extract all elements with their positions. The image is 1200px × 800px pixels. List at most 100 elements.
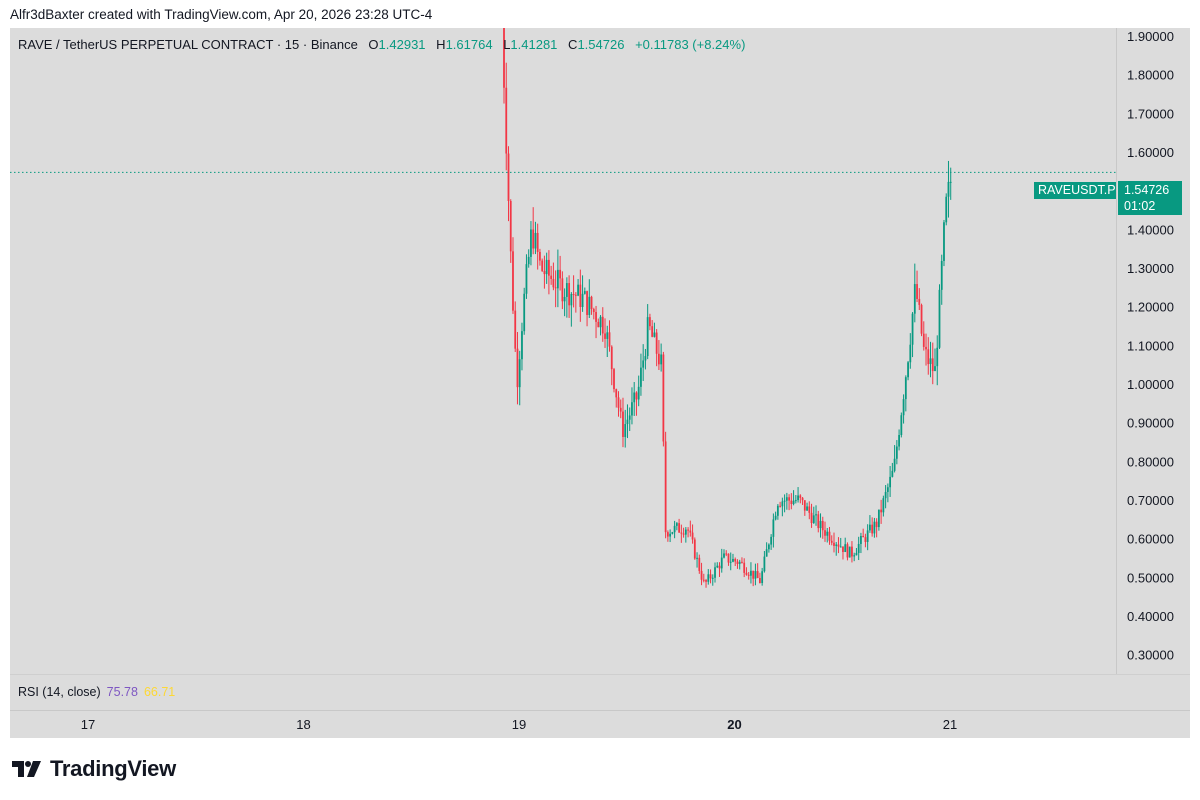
high-label: H xyxy=(436,37,446,52)
candle-body xyxy=(622,411,624,437)
candle-body xyxy=(806,506,808,511)
candle-body xyxy=(633,392,636,403)
candle-body xyxy=(700,570,703,580)
price-pane[interactable]: RAVE / TetherUS PERPETUAL CONTRACT · 15 … xyxy=(10,28,1116,674)
candle-body xyxy=(613,369,615,390)
candle-body xyxy=(711,577,714,579)
candle-body xyxy=(799,495,802,498)
tradingview-logo[interactable]: TradingView xyxy=(12,756,176,782)
candle-body xyxy=(895,446,898,459)
candle-body xyxy=(606,332,609,339)
candle-body xyxy=(624,424,627,437)
candle-body xyxy=(655,332,658,354)
candle-body xyxy=(837,544,840,547)
candle-body xyxy=(671,532,674,534)
candle-body xyxy=(875,521,878,528)
symbol-legend: RAVE / TetherUS PERPETUAL CONTRACT · 15 … xyxy=(18,37,752,52)
candle-body xyxy=(819,520,822,529)
price-axis[interactable]: 0.30000 0.40000 0.50000 0.60000 0.70000 0.800… xyxy=(1116,28,1190,674)
candles-group xyxy=(503,28,952,588)
candle-body xyxy=(772,519,775,537)
candle-body xyxy=(943,222,945,261)
candle-body xyxy=(586,291,588,315)
candle-body xyxy=(920,304,923,334)
candle-body xyxy=(880,509,883,513)
candle-body xyxy=(767,544,770,550)
candle-body xyxy=(521,331,523,360)
candle-body xyxy=(615,389,618,398)
candle-body xyxy=(644,356,647,361)
close-value: 1.54726 xyxy=(577,37,625,52)
candle-body xyxy=(503,28,505,88)
candle-body xyxy=(830,540,833,543)
candle-body xyxy=(925,346,927,350)
candle-body xyxy=(884,491,887,499)
candle-body xyxy=(512,251,514,311)
candle-body xyxy=(568,283,571,306)
candle-body xyxy=(918,298,921,305)
candle-body xyxy=(882,498,885,513)
candle-body xyxy=(947,181,950,197)
candle-body xyxy=(770,536,773,545)
candle-body xyxy=(678,523,680,533)
last-price-value: 1.54726 xyxy=(1124,183,1170,197)
price-tick-label: 1.30000 xyxy=(1127,261,1174,276)
candle-body xyxy=(821,520,824,531)
candle-body xyxy=(590,296,593,310)
candle-body xyxy=(904,377,907,400)
candle-body xyxy=(604,333,606,339)
candle-body xyxy=(873,521,876,534)
time-tick-label: 20 xyxy=(727,717,741,732)
candle-body xyxy=(716,565,719,568)
price-tick-label: 1.60000 xyxy=(1127,145,1174,160)
candle-body xyxy=(588,296,591,315)
candle-body xyxy=(783,500,786,502)
candle-body xyxy=(738,561,741,564)
candle-body xyxy=(797,495,799,501)
candle-body xyxy=(723,553,725,558)
candle-body xyxy=(835,544,838,546)
candle-body xyxy=(846,544,849,558)
candle-body xyxy=(565,283,568,297)
candle-body xyxy=(689,530,692,533)
candle-body xyxy=(532,229,535,249)
rsi-ma-value: 66.71 xyxy=(143,685,176,699)
candle-body xyxy=(898,435,900,447)
candle-body xyxy=(696,557,698,559)
time-axis[interactable]: 17 18 19 20 21 xyxy=(10,710,1190,738)
candle-body xyxy=(808,506,811,513)
candle-body xyxy=(788,497,790,501)
rsi-pane[interactable]: RSI (14, close) 75.78 66.71 xyxy=(10,674,1190,710)
bar-countdown: 01:02 xyxy=(1124,199,1156,213)
candle-body xyxy=(649,317,651,327)
price-tick-label: 1.70000 xyxy=(1127,106,1174,121)
candle-body xyxy=(552,278,555,288)
candle-body xyxy=(949,181,952,183)
chart-frame[interactable]: RAVE / TetherUS PERPETUAL CONTRACT · 15 … xyxy=(10,28,1190,738)
candle-body xyxy=(608,332,611,347)
candle-body xyxy=(864,537,867,542)
candle-body xyxy=(761,571,764,584)
candle-body xyxy=(810,512,813,524)
candle-body xyxy=(743,562,746,573)
rsi-legend: RSI (14, close) 75.78 66.71 xyxy=(18,685,181,699)
candle-body xyxy=(934,366,936,372)
candle-body xyxy=(765,549,768,557)
price-tick-label: 0.60000 xyxy=(1127,532,1174,547)
symbol-title[interactable]: RAVE / TetherUS PERPETUAL CONTRACT · 15 … xyxy=(18,37,358,52)
candle-body xyxy=(911,313,914,345)
candle-body xyxy=(693,539,696,559)
candle-body xyxy=(745,572,748,575)
candle-body xyxy=(595,312,597,322)
candle-body xyxy=(592,309,595,313)
candle-body xyxy=(752,570,755,579)
rsi-label[interactable]: RSI (14, close) xyxy=(18,685,101,699)
candle-body xyxy=(815,514,817,516)
candle-body xyxy=(938,289,941,348)
candlestick-chart[interactable] xyxy=(10,28,1116,674)
candle-body xyxy=(729,561,732,563)
candle-body xyxy=(931,358,934,372)
symbol-badge: RAVEUSDT.P xyxy=(1034,182,1116,199)
time-tick-label: 18 xyxy=(296,717,310,732)
price-tick-label: 1.40000 xyxy=(1127,222,1174,237)
